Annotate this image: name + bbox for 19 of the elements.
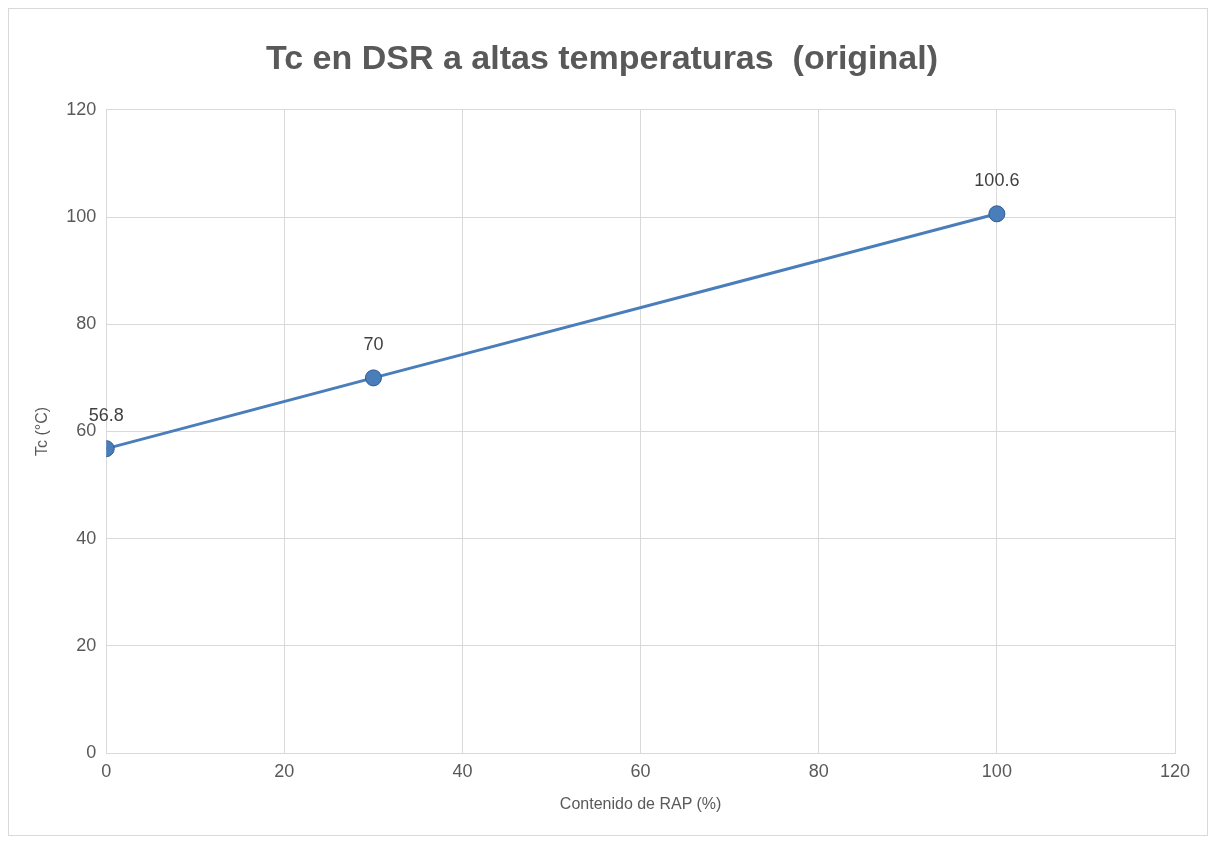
y-axis-title: Tc (°C) (33, 406, 51, 457)
chart-title: Tc en DSR a altas temperaturas (original) (266, 37, 938, 76)
y-tick-label: 40 (76, 527, 97, 548)
y-tick-label: 80 (76, 313, 97, 334)
x-tick-label: 120 (1159, 760, 1191, 781)
x-tick-label: 40 (452, 760, 473, 781)
y-tick-label: 60 (76, 420, 97, 441)
x-tick-label: 80 (808, 760, 829, 781)
y-tick-label: 120 (66, 98, 97, 119)
data-label: 70 (363, 333, 384, 354)
y-tick-label: 0 (86, 742, 97, 763)
x-axis-title: Contenido de RAP (%) (559, 794, 722, 812)
y-tick-label: 20 (76, 634, 97, 655)
x-tick-label: 100 (981, 760, 1012, 781)
x-tick-label: 60 (630, 760, 651, 781)
x-tick-label: 0 (101, 760, 112, 781)
y-tick-label: 100 (66, 206, 97, 226)
data-label: 100.6 (974, 169, 1020, 190)
x-tick-label: 20 (274, 760, 295, 781)
